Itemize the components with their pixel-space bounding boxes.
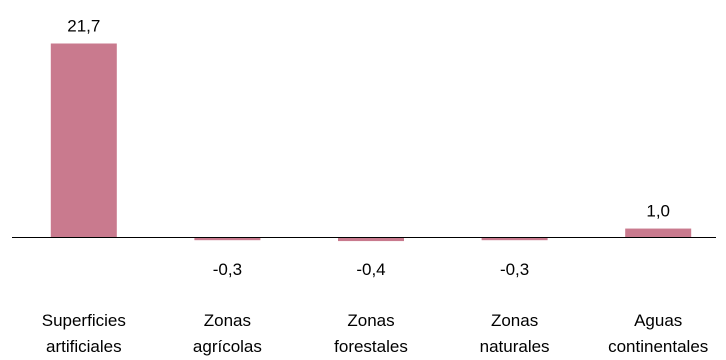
category-label: continentales (608, 337, 708, 356)
category-label: agrícolas (193, 337, 262, 356)
bar (481, 237, 548, 241)
category-label: Zonas (204, 311, 251, 330)
bar (194, 237, 261, 241)
category-label: naturales (480, 337, 550, 356)
data-label: -0,4 (356, 260, 385, 279)
data-label: 1,0 (646, 202, 670, 221)
data-label: -0,3 (213, 260, 242, 279)
bar (50, 43, 117, 238)
bar (625, 228, 692, 238)
data-label: 21,7 (67, 17, 100, 36)
category-label: Superficies (42, 311, 126, 330)
category-label: Zonas (347, 311, 394, 330)
category-label: artificiales (46, 337, 122, 356)
bar (338, 237, 404, 242)
category-label: Zonas (491, 311, 538, 330)
data-label: -0,3 (500, 260, 529, 279)
category-label: Aguas (634, 311, 682, 330)
category-label: forestales (334, 337, 408, 356)
